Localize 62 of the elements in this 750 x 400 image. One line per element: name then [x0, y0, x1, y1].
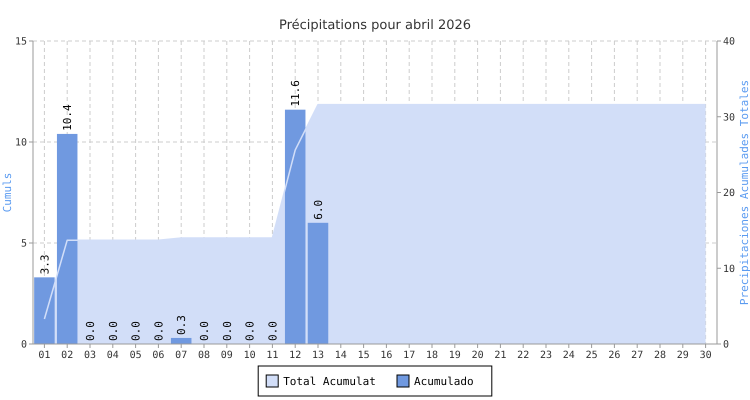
x-tick-label: 19: [448, 350, 461, 361]
x-tick-label: 25: [586, 350, 598, 361]
chart-title: Précipitations pour abril 2026: [278, 18, 472, 33]
x-tick-label: 06: [152, 350, 164, 361]
x-tick-label: 07: [175, 350, 188, 361]
x-tick-label: 16: [380, 350, 392, 361]
data-label: 0.0: [106, 321, 120, 341]
data-label: 11.6: [289, 80, 302, 107]
bar: [308, 222, 328, 344]
bar: [56, 134, 78, 344]
data-label: 10.4: [61, 104, 74, 131]
text: Total Acumulat: [283, 375, 376, 388]
y-tick-label: 10: [14, 138, 27, 148]
x-tick-label: 29: [676, 350, 689, 361]
legend-label: Acumulado: [414, 375, 474, 388]
x-tick-label: 23: [540, 350, 552, 361]
y-axis-title: Cumuls: [1, 172, 14, 212]
x-tick-label: 05: [130, 350, 142, 361]
data-label: 0.0: [266, 321, 280, 341]
x-tick-label: 22: [517, 350, 530, 361]
y-tick-label: 5: [20, 238, 27, 250]
x-tick-label: 09: [220, 350, 233, 361]
y2-tick-label: 10: [723, 264, 736, 275]
bar: [170, 338, 192, 344]
x-tick-label: 26: [608, 350, 620, 361]
x-tick-label: 24: [562, 350, 575, 361]
y2-axis-title: Precipitaciones Acumulades Totales: [738, 80, 750, 306]
x-tick-label: 02: [61, 350, 74, 361]
x-tick-label: 15: [358, 350, 370, 361]
x-tick-label: 28: [654, 350, 666, 361]
x-tick-label: 21: [494, 350, 506, 361]
data-label: 0.0: [198, 321, 211, 341]
data-label: 3.3: [38, 254, 52, 274]
x-tick-label: 27: [631, 350, 644, 361]
x-tick-label: 04: [106, 350, 119, 361]
data-label: 0.0: [152, 321, 166, 341]
x-tick-label: 30: [700, 350, 712, 361]
data-label: 0.0: [220, 321, 234, 341]
x-tick-label: 10: [244, 350, 256, 361]
x-tick-label: 14: [334, 350, 347, 361]
y-tick-label: 0: [20, 340, 27, 350]
y2-tick-label: 0: [723, 340, 730, 350]
x-tick-label: 12: [289, 350, 302, 361]
x-tick-label: 17: [403, 350, 416, 361]
data-label: 0.0: [130, 321, 143, 341]
x-tick-label: 20: [472, 350, 484, 361]
y2-tick-label: 30: [723, 112, 736, 124]
data-label: 6.0: [312, 200, 325, 220]
bar: [284, 110, 306, 344]
x-tick-label: 01: [38, 350, 50, 361]
data-label: 0.0: [244, 321, 257, 341]
y2-tick-label: 40: [723, 36, 736, 48]
x-tick-label: 13: [312, 350, 324, 361]
x-tick-label: 08: [198, 350, 210, 361]
x-tick-label: 18: [426, 350, 438, 361]
y-tick-label: 15: [14, 36, 27, 48]
data-label: 0.0: [84, 321, 97, 341]
x-tick-label: 03: [84, 350, 96, 361]
x-tick-label: 11: [266, 350, 278, 361]
data-label: 0.3: [175, 315, 188, 335]
bar: [34, 277, 55, 344]
y2-tick-label: 20: [723, 188, 736, 199]
